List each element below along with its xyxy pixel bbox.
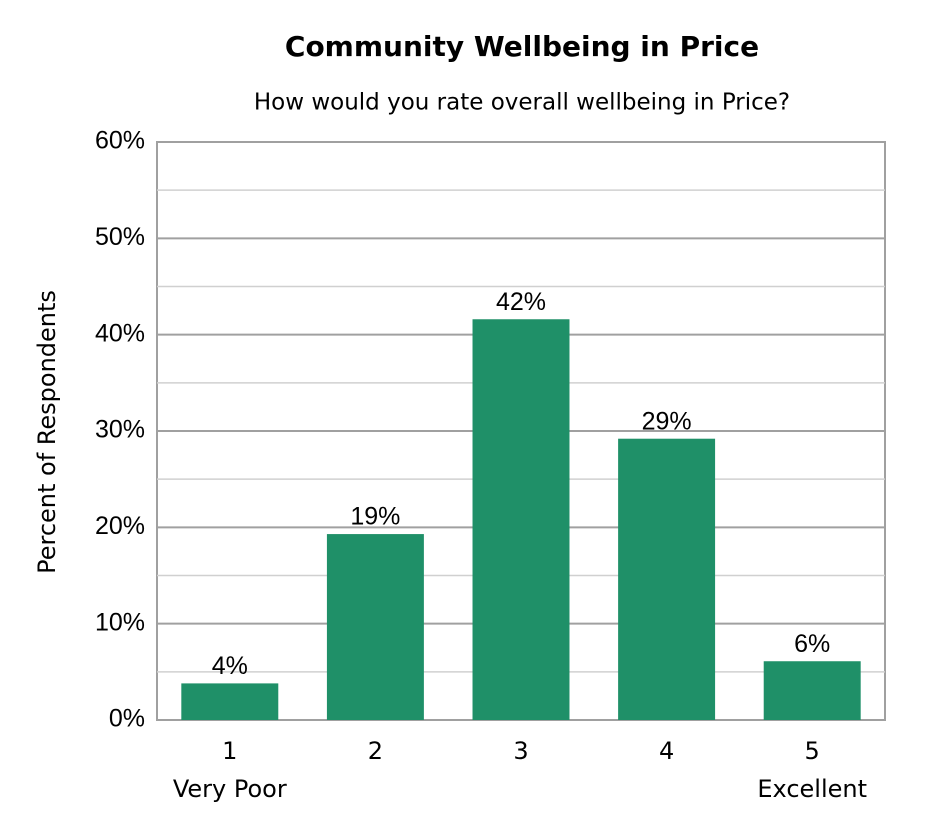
y-tick-label: 60%: [95, 127, 145, 155]
y-tick-label: 30%: [95, 416, 145, 444]
bar: [618, 438, 716, 720]
x-tick-label: 1: [222, 737, 237, 765]
bar: [181, 683, 279, 720]
chart-title: Community Wellbeing in Price: [285, 30, 759, 63]
x-tick-label: 3: [513, 737, 528, 765]
chart-subtitle: How would you rate overall wellbeing in …: [254, 90, 790, 116]
data-label: 6%: [794, 630, 830, 658]
x-tick-sublabel: Excellent: [757, 775, 867, 803]
x-tick-sublabel: Very Poor: [173, 775, 287, 803]
y-tick-label: 0%: [109, 705, 145, 733]
y-tick-label: 10%: [95, 608, 145, 636]
bar: [763, 661, 861, 720]
y-axis-title: Percent of Respondents: [33, 290, 61, 574]
y-tick-label: 50%: [95, 223, 145, 251]
data-label: 42%: [496, 288, 546, 316]
data-label: 4%: [212, 652, 248, 680]
x-tick-label: 2: [368, 737, 383, 765]
data-label: 19%: [350, 503, 400, 531]
y-tick-label: 20%: [95, 512, 145, 540]
x-tick-label: 5: [805, 737, 820, 765]
x-tick-label: 4: [659, 737, 674, 765]
data-label: 29%: [642, 407, 692, 435]
bar: [326, 534, 424, 720]
bar: [472, 319, 570, 720]
y-tick-label: 40%: [95, 319, 145, 347]
